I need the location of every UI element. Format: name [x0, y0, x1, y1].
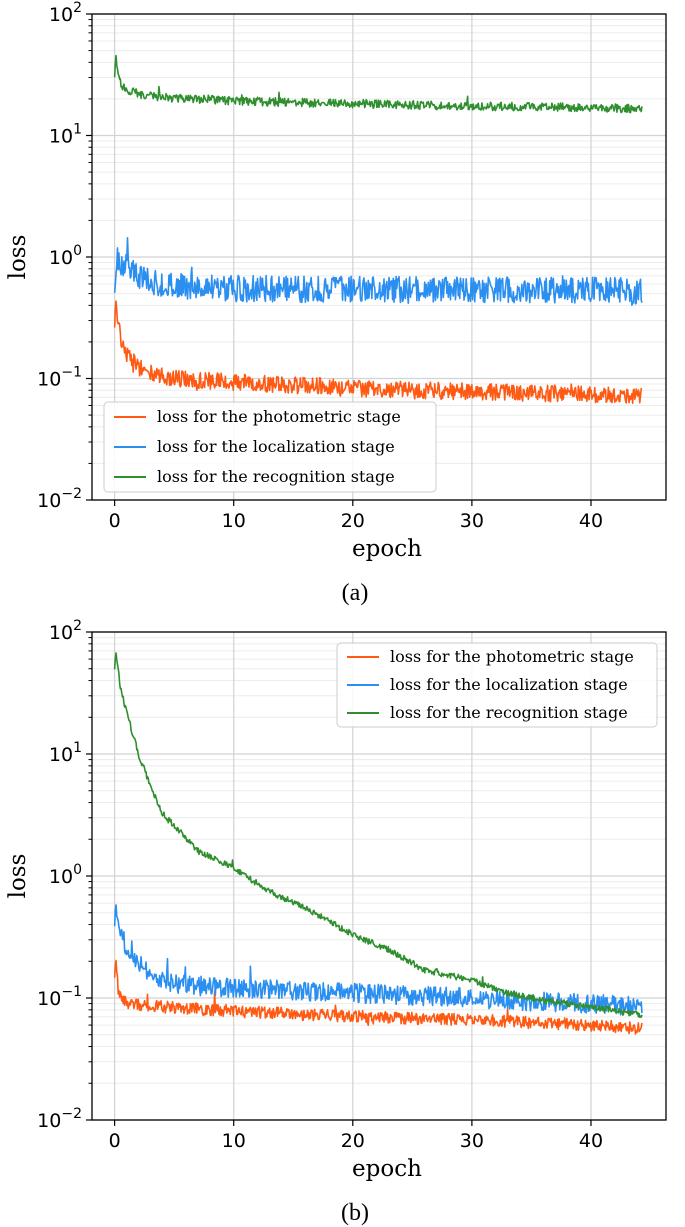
y-tick-label: 10−1	[37, 365, 82, 391]
y-tick-label: 10−1	[37, 984, 82, 1010]
x-axis: 0 10 20 30 40	[109, 500, 603, 532]
x-axis-label: epoch	[352, 1156, 422, 1182]
series-line-photometric	[113, 959, 643, 1035]
panel-caption: (b)	[341, 1200, 369, 1226]
y-tick-label: 102	[49, 618, 82, 644]
legend-box	[336, 642, 658, 728]
chart-panel-a: 0 10 20 30 40 10−2 10−1 100 101 102 epoch loss (a) lo…	[5, 0, 667, 606]
y-tick-label: 102	[49, 0, 82, 26]
panel-caption: (a)	[342, 580, 369, 606]
legend-label: loss for the photometric stage	[157, 407, 401, 426]
legend-label: loss for the recognition stage	[390, 703, 628, 722]
legend-label: loss for the localization stage	[157, 437, 395, 456]
x-tick-label: 0	[109, 510, 121, 532]
series-group	[113, 54, 643, 405]
y-tick-label: 100	[49, 862, 82, 888]
x-tick-label: 40	[579, 510, 603, 532]
x-axis: 0 10 20 30 40	[109, 1120, 603, 1152]
series-line-localization	[113, 237, 643, 307]
y-tick-label: 101	[49, 740, 82, 766]
x-tick-label: 0	[109, 1130, 121, 1152]
y-tick-label: 101	[49, 122, 82, 148]
y-axis: 10−2 10−1 100 101 102	[37, 618, 92, 1132]
y-axis-label: loss	[5, 235, 31, 280]
legend-label: loss for the recognition stage	[157, 467, 395, 486]
x-axis-label: epoch	[352, 536, 422, 562]
legend: loss for the photometric stage loss for t…	[336, 642, 658, 728]
legend-box	[103, 401, 437, 493]
series-group	[113, 652, 643, 1035]
x-tick-label: 20	[341, 510, 365, 532]
series-line-photometric	[113, 300, 643, 405]
legend-label: loss for the localization stage	[390, 675, 628, 694]
x-tick-label: 20	[341, 1130, 365, 1152]
y-tick-label: 100	[49, 243, 82, 269]
y-axis: 10−2 10−1 100 101 102	[37, 0, 92, 512]
series-line-recognition	[113, 54, 643, 114]
x-tick-label: 10	[222, 510, 246, 532]
y-tick-label: 10−2	[37, 1106, 82, 1132]
chart-panel-b: 0 10 20 30 40 10−2 10−1 100 101 102 epoch loss (b) lo…	[5, 618, 667, 1226]
y-tick-label: 10−2	[37, 486, 82, 512]
legend: loss for the photometric stage loss for t…	[103, 401, 437, 493]
x-tick-label: 30	[460, 1130, 484, 1152]
y-axis-label: loss	[5, 854, 31, 899]
series-line-recognition	[113, 652, 643, 1019]
x-tick-label: 10	[222, 1130, 246, 1152]
legend-label: loss for the photometric stage	[390, 647, 634, 666]
x-tick-label: 30	[460, 510, 484, 532]
x-tick-label: 40	[579, 1130, 603, 1152]
series-line-localization	[113, 904, 643, 1016]
